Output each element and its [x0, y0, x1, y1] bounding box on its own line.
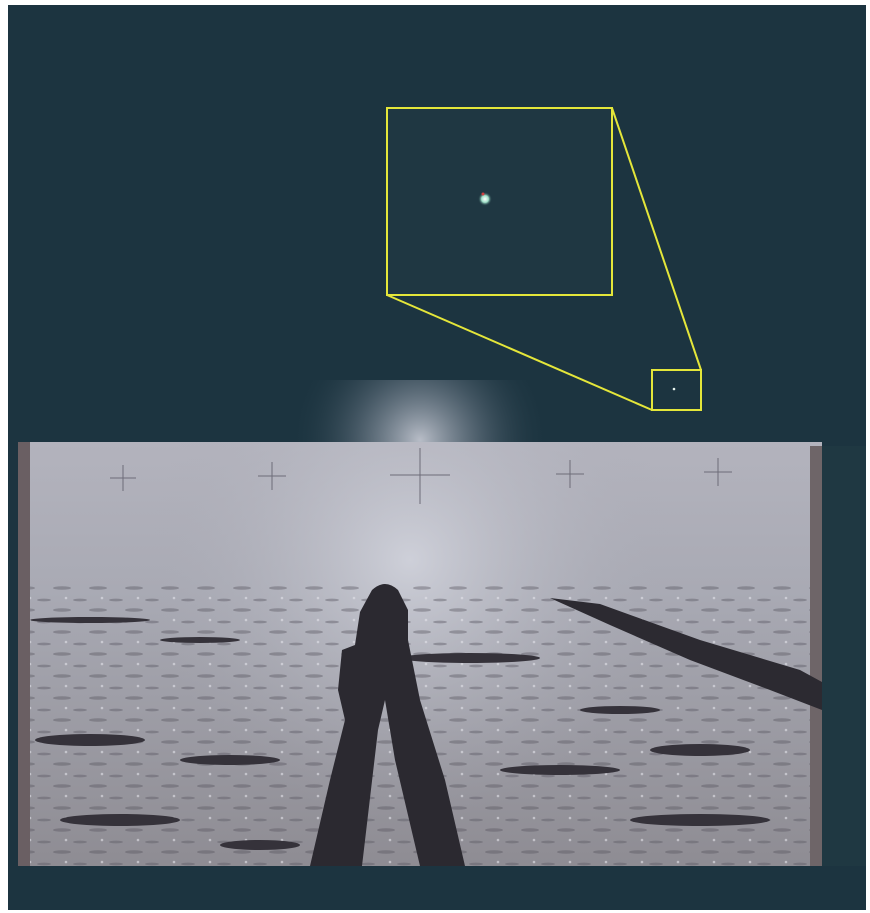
film-edge-left	[18, 442, 30, 866]
earth-small	[673, 388, 676, 391]
earth-color-fringe	[482, 193, 485, 196]
film-margin-bottom	[8, 866, 866, 910]
earth-enlarged	[478, 192, 492, 206]
photo	[0, 0, 870, 913]
film-edge-right	[810, 446, 822, 866]
page	[0, 0, 870, 913]
film-margin-right	[822, 446, 866, 866]
